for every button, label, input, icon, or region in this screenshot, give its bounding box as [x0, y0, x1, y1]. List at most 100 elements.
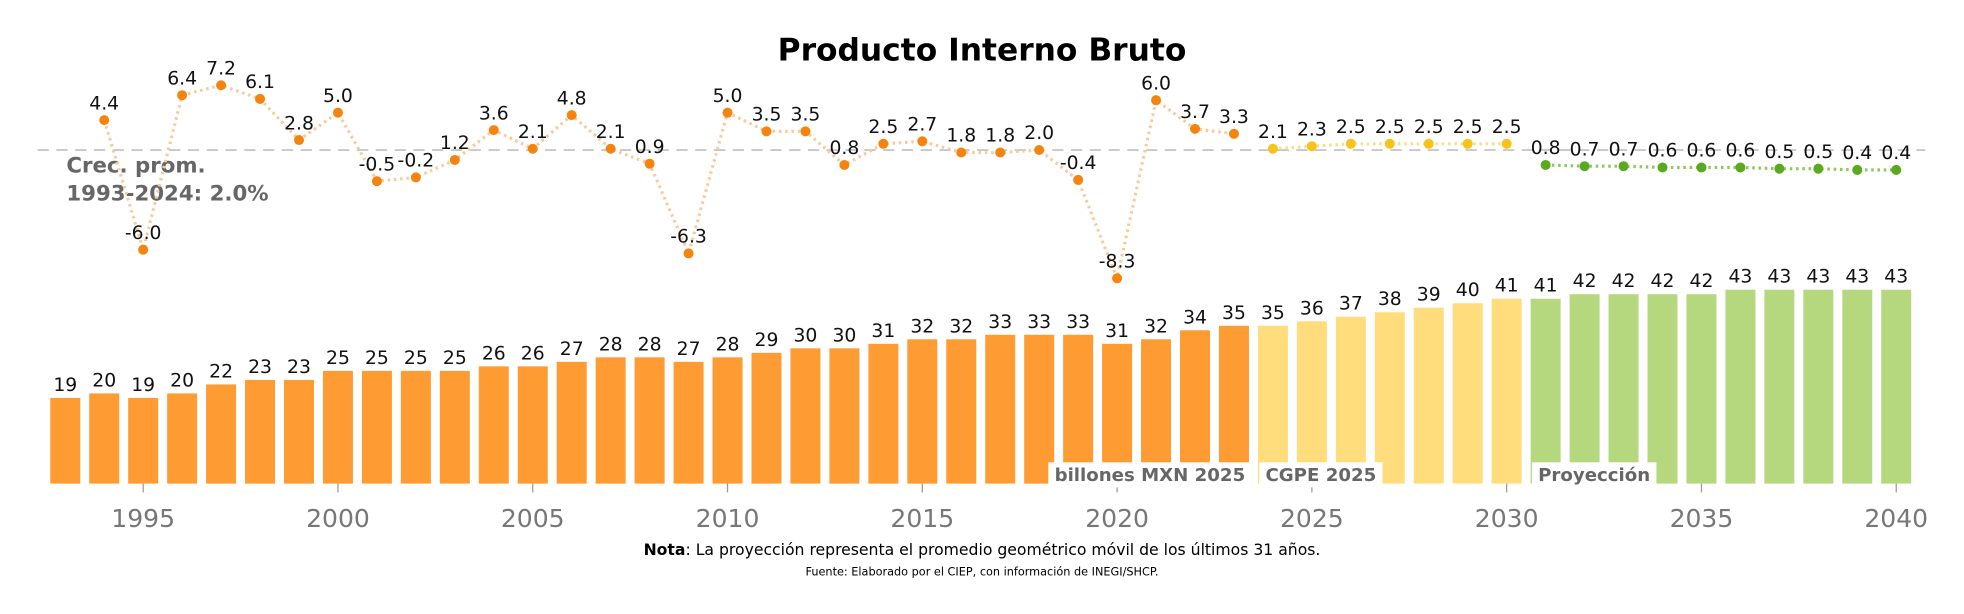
bar-label: 28	[638, 334, 662, 355]
source: Fuente: Elaborado por el CIEP, con infor…	[806, 566, 1159, 579]
growth-label: -6.3	[670, 227, 707, 248]
bar-label: 35	[1261, 303, 1285, 324]
growth-point	[1618, 161, 1629, 172]
bar	[89, 393, 120, 484]
growth-point	[216, 80, 227, 91]
bar	[1218, 325, 1249, 484]
growth-label: 2.5	[1375, 117, 1405, 138]
growth-label: -6.0	[125, 223, 162, 244]
x-tick-label: 2030	[1475, 504, 1539, 533]
bar-label: 32	[910, 316, 934, 337]
growth-label: 0.9	[635, 137, 665, 158]
bar	[361, 370, 392, 484]
bar	[1530, 298, 1561, 484]
bar-label: 26	[482, 343, 506, 364]
chart-title: Producto Interno Bruto	[778, 32, 1187, 68]
growth-label: 2.1	[518, 122, 548, 143]
growth-label: 3.6	[479, 103, 509, 124]
bar	[167, 393, 198, 484]
bar	[1102, 343, 1133, 484]
bar-label: 29	[755, 330, 779, 351]
bar	[1608, 294, 1639, 484]
bar-label: 43	[1884, 267, 1908, 288]
growth-label: 0.5	[1803, 142, 1833, 163]
bar-label: 20	[170, 370, 194, 391]
series-label-bg	[1048, 462, 1252, 488]
bar-label: 23	[287, 357, 311, 378]
bar	[517, 366, 548, 484]
bar	[868, 343, 899, 484]
growth-point	[1073, 174, 1084, 185]
bar-label: 25	[404, 348, 428, 369]
bar	[1452, 303, 1483, 484]
growth-point	[138, 244, 149, 255]
bar-label: 40	[1456, 280, 1480, 301]
annotation: Crec. prom.	[66, 154, 205, 179]
growth-point	[332, 107, 343, 118]
growth-point	[1540, 159, 1551, 170]
bar	[322, 370, 353, 484]
bar	[1335, 316, 1366, 484]
bar-label: 33	[1066, 312, 1090, 333]
annotation: 1993-2024: 2.0%	[66, 181, 268, 206]
bar	[595, 357, 626, 484]
bar	[829, 348, 860, 484]
growth-point	[1228, 128, 1239, 139]
bar-label: 43	[1845, 267, 1869, 288]
growth-label: 1.8	[985, 126, 1015, 147]
series-label: Proyección	[1538, 465, 1650, 486]
growth-point	[1190, 123, 1201, 134]
growth-point	[839, 159, 850, 170]
bar-label: 31	[1105, 321, 1129, 342]
x-tick-label: 2025	[1280, 504, 1344, 533]
growth-label: -0.4	[1060, 153, 1097, 174]
growth-label: 2.5	[1414, 117, 1444, 138]
bar-label: 43	[1728, 267, 1752, 288]
bar	[1374, 312, 1405, 484]
bar	[478, 366, 509, 484]
growth-label: 5.0	[713, 86, 743, 107]
bar-label: 37	[1339, 294, 1363, 315]
bar-label: 32	[1144, 316, 1168, 337]
growth-point	[917, 136, 928, 147]
note-label: Nota	[644, 539, 686, 558]
bar-label: 28	[599, 334, 623, 355]
bar-label: 25	[443, 348, 467, 369]
growth-point	[1151, 95, 1162, 106]
growth-point	[1306, 141, 1317, 152]
bar	[1842, 289, 1873, 484]
bar-label: 42	[1651, 271, 1675, 292]
growth-point	[1579, 161, 1590, 172]
bar-label: 27	[677, 339, 701, 360]
growth-label: 2.5	[1453, 117, 1483, 138]
bar	[1881, 289, 1912, 484]
x-tick-label: 2035	[1670, 504, 1734, 533]
bar	[751, 352, 782, 484]
bar-label: 31	[871, 321, 895, 342]
x-tick-label: 2010	[696, 504, 760, 533]
growth-label: 4.8	[557, 88, 587, 109]
growth-point	[488, 125, 499, 136]
growth-label: 6.1	[245, 72, 275, 93]
bar	[985, 334, 1016, 484]
growth-point	[527, 143, 538, 154]
growth-label: 0.6	[1725, 141, 1755, 162]
bar-label: 42	[1690, 271, 1714, 292]
bar-label: 39	[1417, 285, 1441, 306]
growth-label: 0.7	[1570, 139, 1600, 160]
bar	[1491, 298, 1522, 484]
bar-label: 19	[53, 375, 77, 396]
growth-point	[1423, 138, 1434, 149]
series-label: billones MXN 2025	[1055, 465, 1246, 486]
bar	[50, 397, 81, 484]
bar-label: 30	[832, 325, 856, 346]
bar-label: 28	[716, 334, 740, 355]
bar	[1725, 289, 1756, 484]
growth-point	[722, 107, 733, 118]
bar-label: 27	[560, 339, 584, 360]
bar	[128, 397, 159, 484]
bar	[946, 339, 977, 484]
growth-label: 6.0	[1141, 73, 1171, 94]
x-tick-label: 1995	[111, 504, 175, 533]
bar-label: 20	[92, 370, 116, 391]
